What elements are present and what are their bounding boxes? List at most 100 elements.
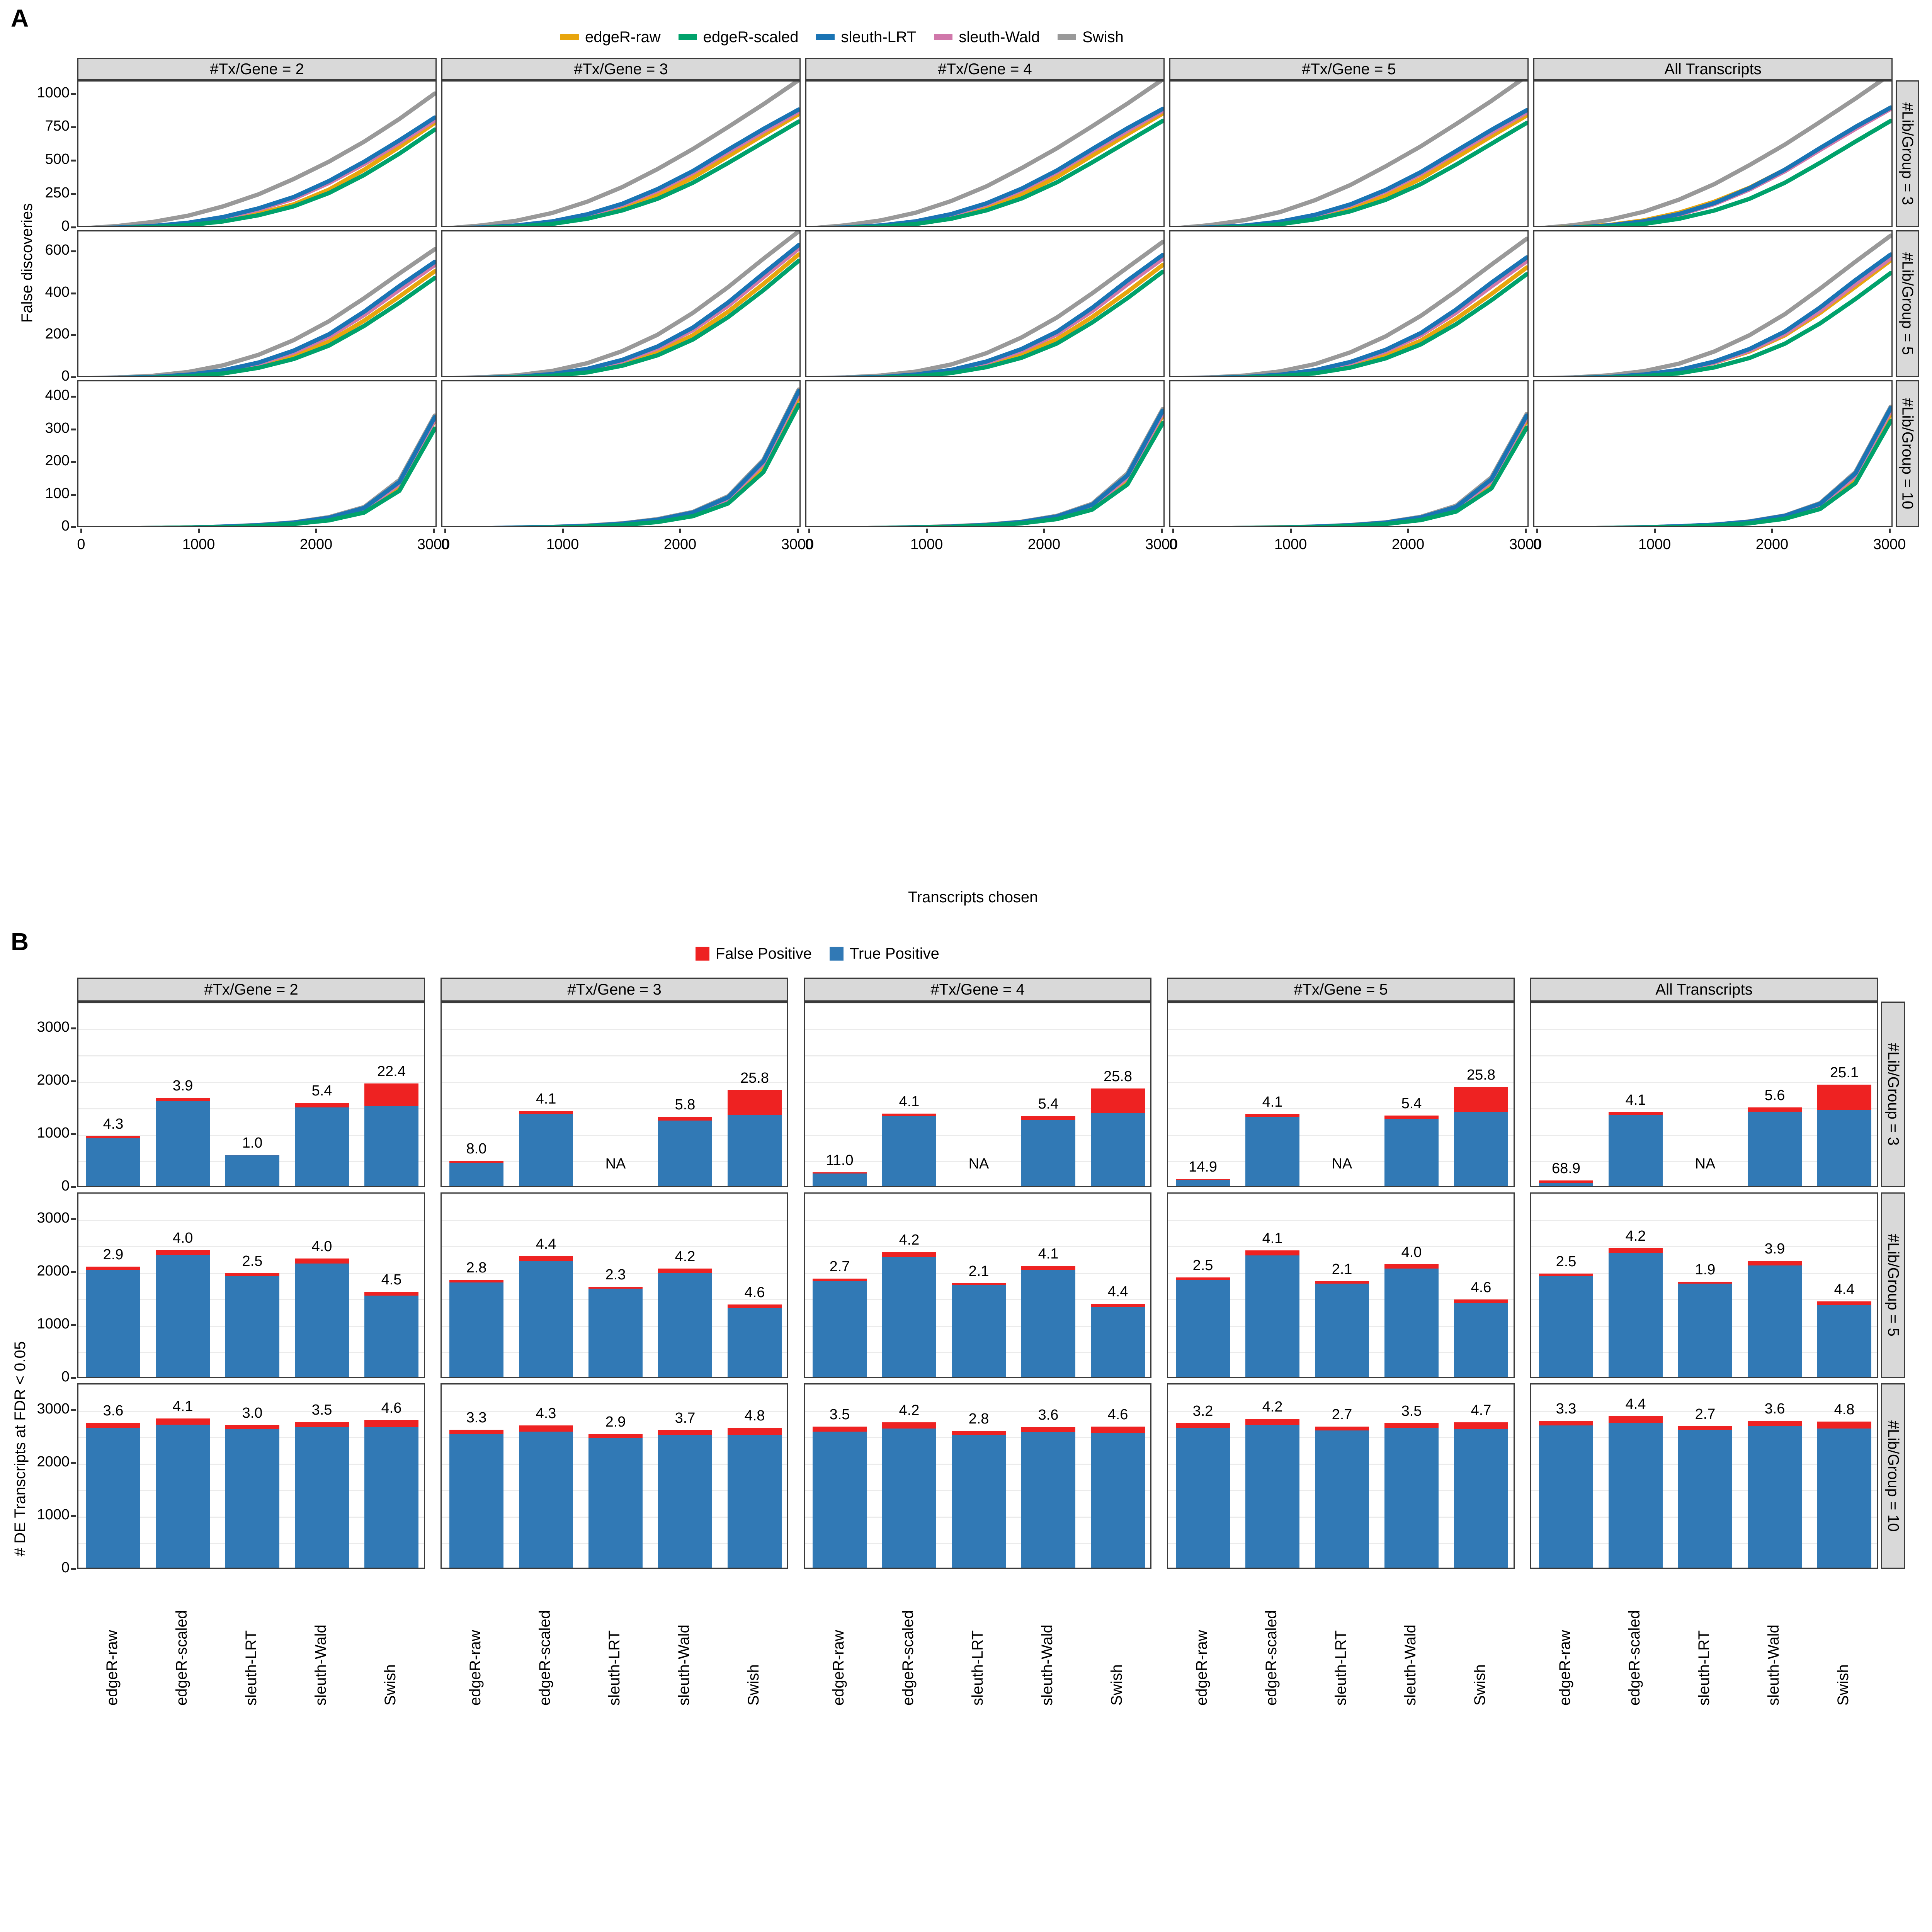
bar-label: 1.9	[1695, 1261, 1716, 1278]
facet-cell-b-r0c1: 8.0 4.1 NA 5.8 25.8	[440, 1002, 788, 1187]
bar-false-positive	[449, 1279, 504, 1282]
x-category-label-3: sleuth-Wald	[675, 1624, 692, 1706]
bar-false-positive	[812, 1172, 867, 1174]
legend-swatch-icon	[678, 34, 697, 40]
gridline	[78, 1219, 424, 1221]
bar-false-positive	[225, 1425, 280, 1430]
gridline	[1531, 1219, 1877, 1221]
bar-label: 4.6	[381, 1400, 402, 1417]
gridline	[805, 1002, 1150, 1003]
series-line-sleuth-wald	[98, 263, 435, 376]
y-tick-label: 1000	[37, 1506, 70, 1523]
bar-true-positive	[1678, 1430, 1733, 1568]
series-line-swish	[1176, 82, 1523, 226]
bar-true-positive	[1454, 1303, 1509, 1377]
gridline	[805, 1108, 1150, 1110]
bar-label: 25.8	[1467, 1066, 1495, 1083]
y-tick-label: 0	[61, 218, 70, 234]
x-category-label-2: sleuth-LRT	[969, 1630, 986, 1706]
gridline	[1168, 1082, 1514, 1083]
gridline	[442, 1410, 787, 1412]
gridline	[1168, 1193, 1514, 1194]
bar-true-positive	[86, 1138, 141, 1186]
gridline	[1168, 1272, 1514, 1274]
bar-true-positive	[155, 1101, 210, 1186]
gridline	[1168, 1134, 1514, 1136]
x-tick-mark	[1161, 529, 1163, 533]
y-tick-mark	[71, 461, 76, 463]
bar-false-positive	[1454, 1422, 1509, 1430]
series-line-swish	[812, 82, 1163, 226]
y-tick-label: 1000	[37, 1124, 70, 1141]
bar-false-positive	[86, 1266, 141, 1270]
bar-label: 4.1	[1262, 1094, 1283, 1111]
facet-cell-a-r0c4	[1533, 80, 1893, 227]
legend-swatch-icon	[560, 34, 579, 40]
bar-false-positive	[1315, 1281, 1369, 1284]
facet-cell-b-r0c2: 11.0 4.1 NA 5.4 25.8	[804, 1002, 1151, 1187]
y-tick-label: 300	[45, 420, 70, 436]
y-tick-mark	[71, 250, 76, 253]
bar-true-positive	[1747, 1426, 1802, 1568]
bar-false-positive	[155, 1098, 210, 1101]
col-strip-1: #Tx/Gene = 3	[441, 58, 801, 80]
bar-false-positive	[1175, 1179, 1230, 1180]
bar-true-positive	[588, 1438, 643, 1568]
bar-true-positive	[294, 1107, 349, 1186]
x-tick-mark	[679, 529, 681, 533]
bar-false-positive	[1384, 1264, 1439, 1269]
bar-true-positive	[1384, 1119, 1439, 1186]
y-tick-label: 2000	[37, 1262, 70, 1279]
series-line-edger-raw	[456, 112, 799, 226]
y-tick-label: 500	[45, 151, 70, 168]
series-line-edger-scaled	[459, 119, 799, 226]
bar-true-positive	[364, 1427, 419, 1568]
series-line-edger-scaled	[1573, 271, 1891, 376]
x-tick-label: 2000	[1027, 536, 1061, 553]
x-tick-label: 1000	[182, 536, 215, 553]
y-tick-label: 400	[45, 387, 70, 404]
legend-swatch-icon	[1058, 34, 1077, 40]
bar-true-positive	[155, 1424, 210, 1568]
bar-label: 4.6	[744, 1284, 765, 1301]
bar-label: 4.1	[1038, 1245, 1059, 1262]
y-tick-mark	[71, 1080, 76, 1082]
bar-label: 4.0	[1401, 1244, 1422, 1260]
gridline	[805, 1055, 1150, 1057]
x-category-label-0: edgeR-raw	[467, 1630, 484, 1706]
x-tick-label: 1000	[1638, 536, 1671, 553]
gridline	[442, 1246, 787, 1248]
bar-false-positive	[658, 1117, 713, 1121]
bar-true-positive	[364, 1295, 419, 1377]
bar-label: 22.4	[377, 1063, 406, 1080]
legend-label: edgeR-scaled	[703, 28, 799, 46]
gridline	[78, 1384, 424, 1385]
line-chart-svg	[818, 240, 1163, 376]
series-line-sleuth-wald	[867, 411, 1163, 526]
bar-label: 4.8	[1834, 1401, 1855, 1418]
facet-cell-a-r2c4	[1533, 380, 1893, 527]
row-strip-0: #Lib/Group = 3	[1896, 80, 1919, 227]
bar-true-positive	[294, 1427, 349, 1568]
bar-label: 11.0	[826, 1152, 854, 1169]
bar-true-positive	[1539, 1276, 1594, 1377]
x-category-label-3: sleuth-Wald	[1402, 1624, 1419, 1706]
series-line-sleuth-lrt	[1595, 406, 1891, 526]
panel-b-ylabel: # DE Transcripts at FDR < 0.05	[12, 1341, 29, 1557]
gridline	[78, 1193, 424, 1194]
bar-false-positive	[294, 1422, 349, 1427]
y-tick-mark	[71, 396, 76, 398]
facet-cell-a-r0c0	[77, 80, 437, 227]
x-tick-mark	[315, 529, 317, 533]
col-strip-3: #Tx/Gene = 5	[1169, 58, 1529, 80]
series-line-sleuth-lrt	[1181, 108, 1527, 226]
line-chart-svg	[1231, 412, 1527, 526]
gridline	[442, 1384, 787, 1385]
y-tick-mark	[71, 526, 76, 528]
bar-true-positive	[449, 1282, 504, 1377]
gridline	[805, 1134, 1150, 1136]
col-strip-label: All Transcripts	[1655, 981, 1753, 998]
bar-true-positive	[1315, 1283, 1369, 1377]
col-strip-label: All Transcripts	[1664, 60, 1762, 78]
bar-true-positive	[1454, 1429, 1509, 1568]
